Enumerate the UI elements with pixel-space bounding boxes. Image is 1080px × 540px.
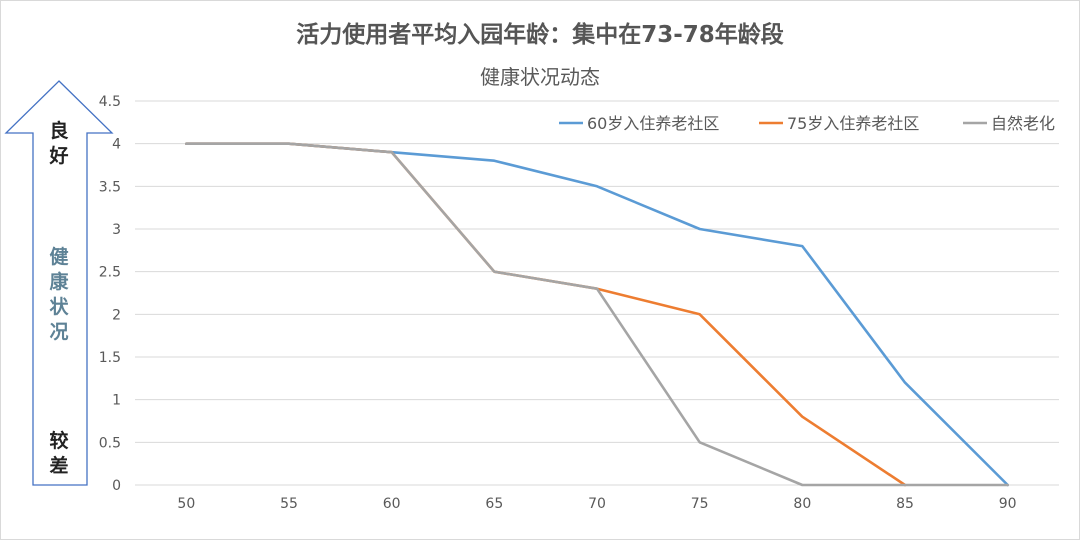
x-tick-label: 60 [383, 496, 401, 512]
series-line-3 [185, 142, 1010, 487]
x-tick-label: 80 [793, 496, 811, 512]
legend-label: 75岁入住养老社区 [787, 114, 919, 133]
x-tick-label: 55 [280, 496, 298, 512]
x-tick-label: 85 [896, 496, 914, 512]
chart-subtitle: 健康状况动态 [480, 65, 600, 89]
y-tick-label: 1 [112, 393, 121, 409]
x-tick-label: 75 [691, 496, 709, 512]
y-axis-arrow [4, 80, 114, 486]
arrow-top-label: 良好 [48, 119, 68, 167]
y-tick-label: 3 [112, 222, 121, 238]
y-tick-label: 4.5 [99, 94, 121, 110]
x-tick-label: 65 [485, 496, 503, 512]
chart-title: 活力使用者平均入园年龄：集中在73-78年龄段 [296, 22, 784, 48]
y-tick-label: 0 [112, 478, 121, 494]
y-tick-label: 3.5 [99, 179, 121, 195]
arrow-middle-label: 健康状况 [49, 245, 69, 343]
y-tick-label: 2 [112, 307, 121, 323]
y-tick-label: 2.5 [99, 265, 121, 281]
y-tick-label: 1.5 [99, 350, 121, 366]
x-tick-label: 50 [177, 496, 195, 512]
y-tick-label: 4 [112, 137, 121, 153]
x-tick-label: 70 [588, 496, 606, 512]
legend-label: 自然老化 [991, 114, 1055, 133]
x-tick-label: 90 [999, 496, 1017, 512]
legend-label: 60岁入住养老社区 [587, 114, 719, 133]
arrow-bottom-label: 较差 [49, 429, 68, 477]
y-tick-label: 0.5 [99, 435, 121, 451]
